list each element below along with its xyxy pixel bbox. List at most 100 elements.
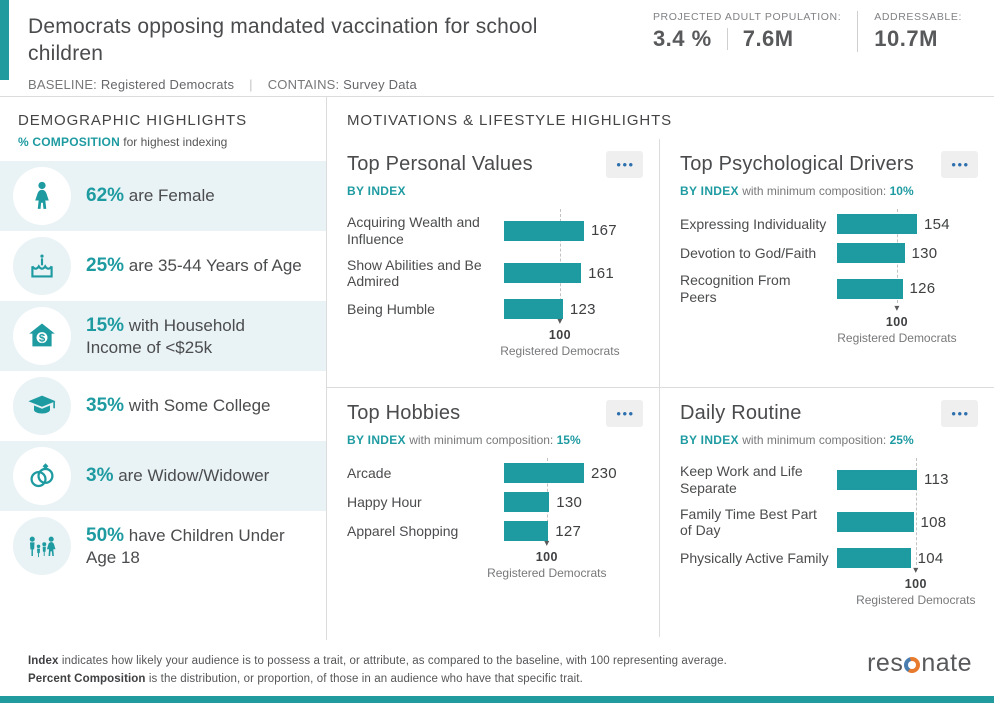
demographic-sidebar: DEMOGRAPHIC HIGHLIGHTS % COMPOSITION for… [0, 97, 327, 640]
icon-circle [13, 167, 71, 225]
card-title: Top Hobbies [347, 402, 461, 424]
logo-text-pre: res [867, 649, 904, 677]
page-title: Democrats opposing mandated vaccination … [28, 15, 538, 66]
bar-row: Being Humble 123 [347, 299, 649, 320]
min-comp-value: 25% [889, 433, 914, 447]
baseline-dashed-line [915, 458, 917, 565]
bar-label: Apparel Shopping [347, 522, 459, 539]
bar-row: Recognition From Peers 126 [680, 272, 984, 306]
bar [504, 521, 549, 541]
bar-value: 127 [555, 522, 582, 540]
bar [837, 214, 917, 234]
resonate-logo-o-icon [904, 657, 921, 673]
demographic-desc: are 35-44 Years of Age [124, 256, 302, 276]
by-index-label: BY INDEX [347, 184, 406, 198]
baseline-name: Registered Democrats [856, 593, 976, 607]
demographic-text: 35% with Some College [86, 394, 302, 418]
svg-text:$: $ [39, 332, 46, 344]
bar-value: 104 [917, 549, 944, 567]
demographic-desc: have Children Under Age 18 [86, 525, 285, 568]
index-definition: Index indicates how likely your audience… [28, 652, 974, 670]
card-menu-button[interactable]: ••• [941, 151, 978, 178]
projected-population-label: PROJECTED ADULT POPULATION: [652, 11, 842, 23]
baseline-tick: 100 [548, 328, 571, 342]
card-top-personal-values: Top Personal Values ••• BY INDEX Acquiri… [327, 139, 660, 387]
demographic-item-female: 62% are Female [0, 161, 326, 231]
card-menu-button[interactable]: ••• [606, 400, 643, 427]
demographic-item-education: 35% with Some College [0, 371, 326, 441]
composition-definition: Percent Composition is the distribution,… [28, 670, 974, 688]
demographic-desc: are Female [124, 186, 215, 206]
demographic-item-age: 25% are 35-44 Years of Age [0, 231, 326, 301]
demographic-pct: 62% [86, 185, 125, 207]
projected-percent-value: 3.4 % [652, 26, 712, 51]
bar-value: 167 [591, 222, 617, 240]
card-subtitle: BY INDEX with minimum composition: 15% [347, 433, 649, 447]
bar-chart: Acquiring Wealth and Influence 167 Show Ab… [347, 209, 649, 358]
demographic-text: 62% are Female [86, 184, 302, 208]
baseline-row: BASELINE: Registered Democrats | CONTAIN… [28, 77, 976, 92]
logo-text-post: nate [921, 649, 972, 677]
bar-label: Arcade [347, 464, 392, 481]
by-index-label: BY INDEX [680, 184, 739, 198]
bar [504, 492, 550, 512]
motivations-title: MOTIVATIONS & LIFESTYLE HIGHLIGHTS [347, 112, 673, 129]
bar-label: Being Humble [347, 300, 435, 317]
composition-rest: for highest indexing [119, 135, 228, 149]
bar [504, 263, 582, 284]
addressable-stat: ADDRESSABLE: 10.7M [857, 11, 978, 52]
icon-circle [13, 377, 71, 435]
report-header: Democrats opposing mandated vaccination … [0, 0, 994, 97]
card-top-hobbies: Top Hobbies ••• BY INDEX with minimum co… [327, 387, 660, 637]
bar-row: Show Abilities and Be Admired 161 [347, 257, 649, 291]
composition-definition-text: is the distribution, or proportion, of t… [145, 673, 583, 686]
bar-row: Arcade 230 [347, 463, 649, 483]
arrow-down-icon: ▾ [544, 538, 550, 549]
cards-grid: Top Personal Values ••• BY INDEX Acquiri… [327, 139, 994, 637]
bar [837, 512, 914, 533]
icon-circle [13, 447, 71, 505]
composition-term: Percent Composition [28, 673, 146, 686]
bar-rows: Acquiring Wealth and Influence 167 Show Ab… [347, 214, 649, 320]
bar-label: Family Time Best Part of Day [680, 505, 817, 539]
arrow-down-icon: ▾ [894, 303, 900, 314]
index-definition-text: indicates how likely your audience is to… [58, 655, 727, 667]
bar-row: Acquiring Wealth and Influence 167 [347, 214, 649, 248]
bar [837, 278, 903, 299]
divider: | [249, 76, 253, 92]
bar [504, 220, 584, 241]
bar-value: 130 [556, 493, 583, 511]
bar-label: Show Abilities and Be Admired [347, 256, 482, 290]
demographic-item-income: $ 15% with Household Income of <$25k [0, 301, 326, 371]
bar-label: Expressing Individuality [680, 215, 827, 232]
resonate-logo: res nate [867, 649, 972, 678]
contains-label: CONTAINS: [267, 76, 340, 92]
demographic-item-marital: 3% are Widow/Widower [0, 441, 326, 511]
demographic-desc: with Some College [124, 396, 271, 416]
icon-circle: $ [13, 307, 71, 365]
contains-value: Survey Data [343, 76, 417, 92]
index-term: Index [28, 655, 59, 667]
bar [504, 463, 584, 483]
icon-circle [13, 517, 71, 575]
bar-row: Apparel Shopping 127 [347, 521, 649, 541]
bar-label: Physically Active Family [680, 549, 829, 566]
baseline-name: Registered Democrats [500, 344, 620, 358]
demographic-text: 3% are Widow/Widower [86, 464, 302, 488]
bar-row: Keep Work and Life Separate 113 [680, 463, 984, 497]
min-comp-value: 15% [556, 433, 581, 447]
baseline-tick: 100 [885, 315, 908, 329]
card-menu-button[interactable]: ••• [941, 400, 978, 427]
report-body: DEMOGRAPHIC HIGHLIGHTS % COMPOSITION for… [0, 97, 994, 640]
baseline-label: BASELINE: [28, 76, 97, 92]
baseline-axis: ▾ 100 Registered Democrats [465, 317, 655, 359]
baseline-axis: ▾ 100 Registered Democrats [452, 538, 642, 581]
bar-value: 154 [924, 215, 950, 233]
card-menu-button[interactable]: ••• [606, 151, 643, 178]
bar-chart: Keep Work and Life Separate 113 Family Tim… [680, 458, 984, 607]
birthday-cake-icon [31, 254, 53, 278]
bar-row: Happy Hour 130 [347, 492, 649, 512]
baseline-axis: ▾ 100 Registered Democrats [821, 566, 994, 608]
family-icon [29, 536, 56, 558]
bar-rows: Arcade 230 Happy Hour 130 Apparel Shopping 12… [347, 463, 649, 541]
